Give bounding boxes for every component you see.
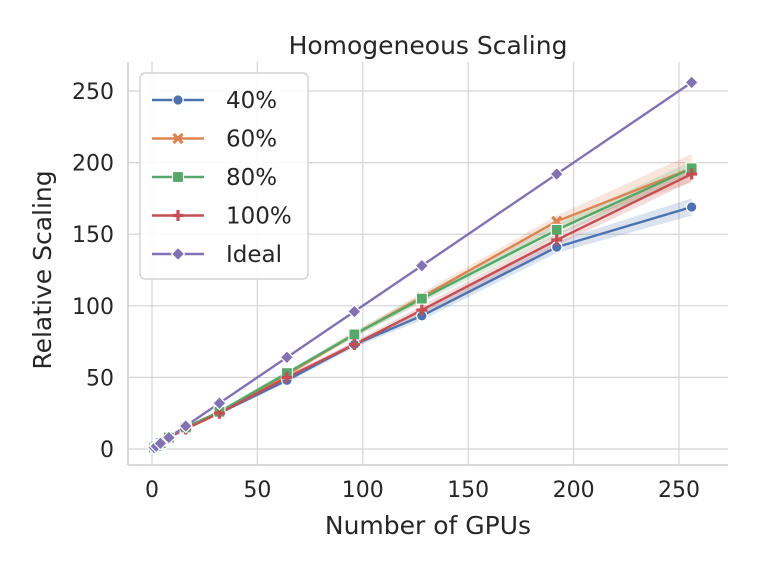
- point-100-pct: [348, 338, 360, 350]
- x-tick-label: 150: [447, 478, 489, 503]
- y-tick-label: 250: [72, 80, 114, 105]
- legend-marker-60-pct: [172, 132, 184, 145]
- legend-marker-ideal: [170, 246, 186, 262]
- legend-label-60-pct: 60%: [226, 127, 277, 153]
- point-ideal: [279, 350, 295, 365]
- point-ideal: [153, 435, 168, 451]
- point-80-pct: [415, 292, 428, 305]
- point-100-pct: [551, 234, 563, 246]
- legend-label-40-pct: 40%: [226, 88, 277, 114]
- y-tick-label: 200: [72, 152, 114, 177]
- point-ideal: [178, 418, 194, 434]
- x-tick-label: 0: [145, 478, 159, 503]
- point-ideal: [212, 395, 227, 411]
- point-ideal: [161, 430, 177, 445]
- legend: 40% 60% 80% 100% Ideal: [139, 72, 309, 280]
- legend-marker-80-pct: [171, 170, 185, 184]
- point-ideal: [684, 75, 699, 90]
- legend-marker-100-pct: [172, 210, 184, 221]
- x-tick-label: 100: [342, 478, 384, 503]
- point-80-pct: [348, 328, 361, 341]
- x-axis-label: Number of GPUs: [325, 511, 531, 540]
- y-axis-label: Relative Scaling: [28, 170, 57, 369]
- y-tick-label: 0: [100, 438, 114, 463]
- point-100-pct: [686, 168, 698, 180]
- x-tick-label: 200: [553, 478, 595, 503]
- legend-label-100-pct: 100%: [226, 204, 292, 230]
- legend-box: [139, 72, 309, 280]
- legend-label-80-pct: 80%: [226, 165, 277, 191]
- chart-title: Homogeneous Scaling: [289, 31, 568, 60]
- x-tick-label: 250: [658, 478, 700, 503]
- point-100-pct: [281, 371, 293, 383]
- axes: [127, 62, 728, 466]
- y-tick-label: 50: [86, 366, 114, 391]
- x-tick-label: 50: [243, 478, 271, 503]
- point-ideal: [549, 166, 565, 182]
- legend-marker-40-pct: [172, 94, 184, 106]
- y-tick-label: 150: [72, 223, 114, 248]
- series-markers: [146, 75, 699, 455]
- tick-labels: 0 50 100 150 200 250 0 50 100 150 200 250: [72, 80, 700, 503]
- point-100-pct: [416, 304, 428, 316]
- point-ideal: [347, 304, 362, 319]
- legend-label-ideal: Ideal: [226, 242, 282, 268]
- point-ideal: [414, 258, 430, 274]
- y-tick-label: 100: [72, 295, 114, 320]
- point-40-pct: [685, 201, 698, 213]
- point-80-pct: [550, 223, 563, 237]
